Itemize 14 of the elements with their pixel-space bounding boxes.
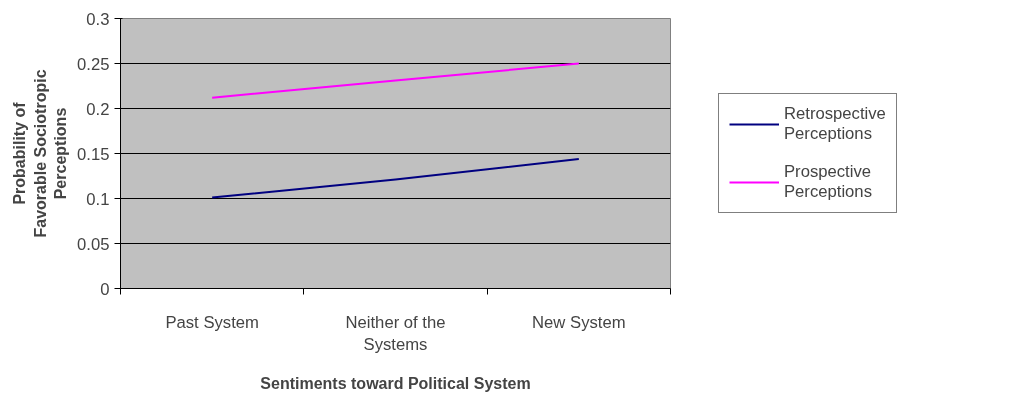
x-tick-label: New System <box>532 312 626 332</box>
y-tick-label: 0.15 <box>77 144 110 164</box>
y-tick-label: 0.2 <box>86 99 110 119</box>
x-tick-label: Neither of the Systems <box>345 312 446 355</box>
y-axis-title: Probability of Favorable Sociotropic Perceptions <box>11 69 70 238</box>
x-axis-title: Sentiments toward Political System <box>260 375 531 393</box>
y-tick-label: 0.1 <box>86 189 110 209</box>
y-tick-label: 0.05 <box>77 234 110 254</box>
y-tick-label: 0.3 <box>86 9 110 29</box>
y-tick-label: 0.25 <box>77 54 110 74</box>
y-tick-label: 0 <box>100 279 110 299</box>
x-tick-label: Past System <box>165 312 259 332</box>
legend-label: Prospective Perceptions <box>784 162 872 202</box>
legend-label: Retrospective Perceptions <box>784 104 886 144</box>
